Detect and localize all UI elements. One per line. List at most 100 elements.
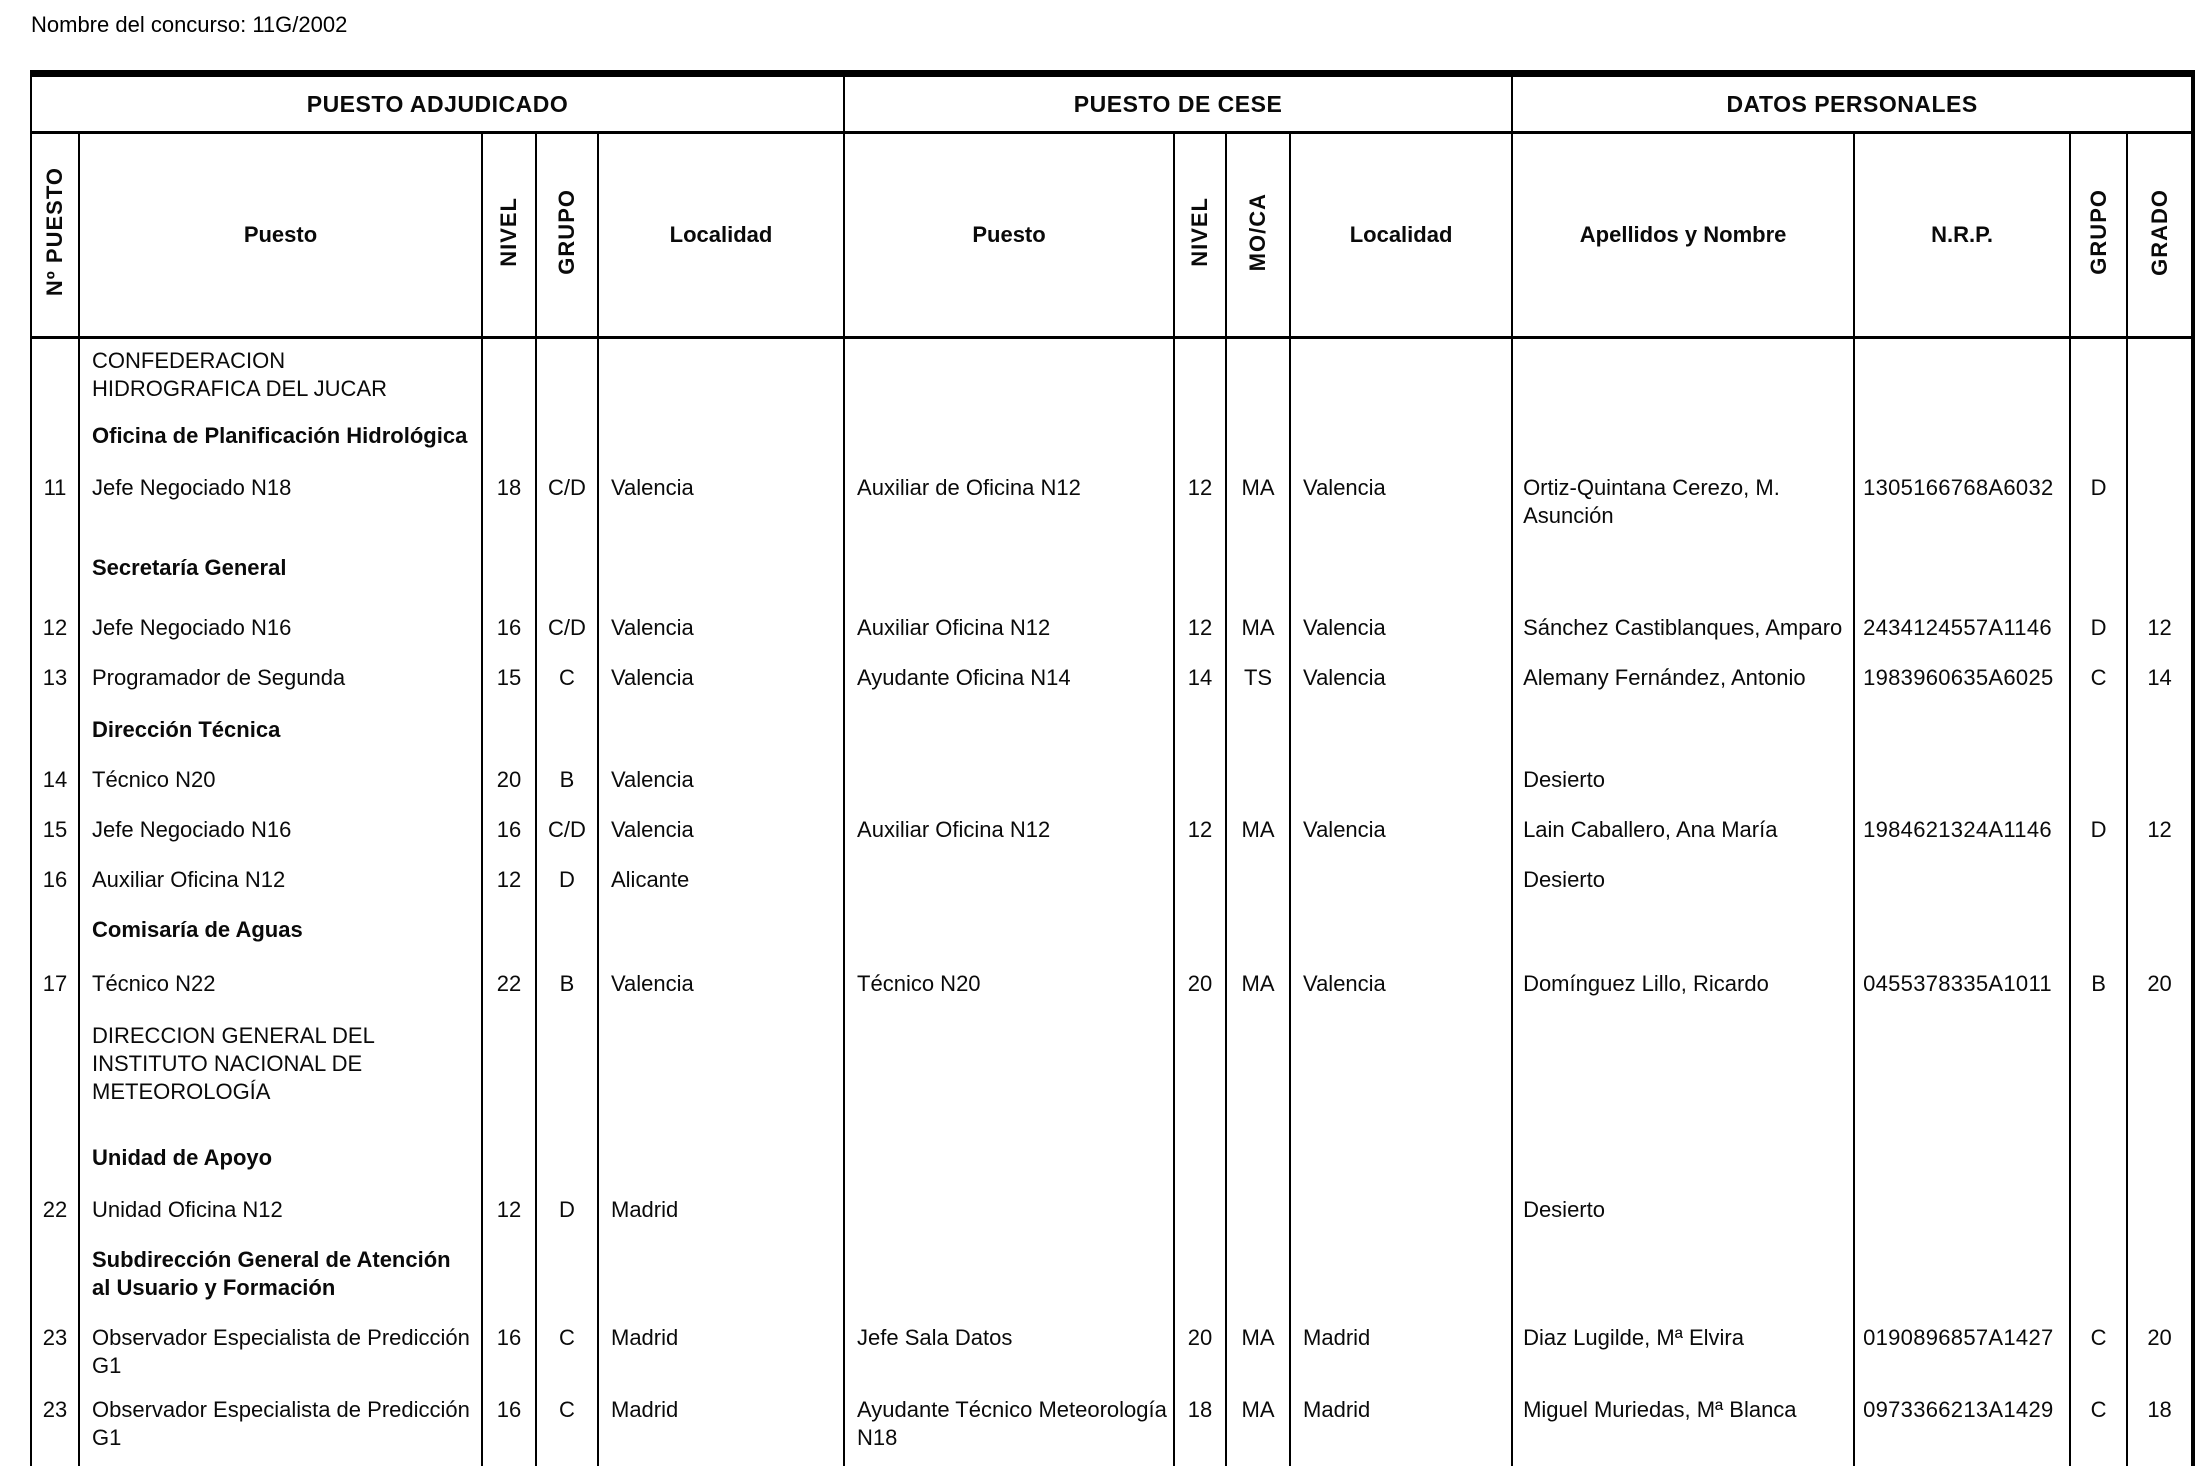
cell-nivel: 12: [482, 1187, 537, 1238]
table-row: 14 Técnico N20 20 B Valencia Desierto: [31, 757, 2195, 808]
cell-cese-localidad: [1290, 757, 1514, 808]
cell-grado: [2127, 1013, 2195, 1136]
table-row: Dirección Técnica: [31, 707, 2195, 758]
cell-nivel: [482, 1135, 537, 1188]
cell-num-puesto: 13: [31, 655, 80, 708]
cell-grupo: C: [536, 1387, 599, 1466]
cell-grado: 20: [2127, 1315, 2195, 1388]
cell-dp-grupo: C: [2070, 655, 2129, 708]
column-header-grado: GRADO: [2127, 132, 2195, 339]
cell-puesto: CONFEDERACION HIDROGRAFICA DEL JUCAR: [79, 337, 483, 414]
cell-grado: [2127, 337, 2195, 414]
cell-puesto: Unidad de Apoyo: [79, 1135, 483, 1188]
cell-grupo: [536, 337, 599, 414]
cell-nrp: [1854, 1187, 2072, 1238]
cell-localidad: [598, 337, 846, 414]
cell-dp-grupo: C: [2070, 1315, 2129, 1388]
cell-cese-puesto: [844, 907, 1176, 962]
cell-num-puesto: 23: [31, 1387, 80, 1466]
cell-cese-nivel: [1174, 545, 1228, 606]
dp-grupo-vertical-label: GRUPO: [2085, 189, 2111, 275]
cell-nombre: [1512, 545, 1856, 606]
cell-nivel: [482, 907, 537, 962]
cell-nombre: Alemany Fernández, Antonio: [1512, 655, 1856, 708]
cell-num-puesto: [31, 1135, 80, 1188]
cell-nrp: [1854, 413, 2072, 466]
cell-grupo: B: [536, 757, 599, 808]
cell-cese-nivel: [1174, 1237, 1228, 1316]
cell-cese-localidad: [1290, 1013, 1514, 1136]
cell-cese-nivel: [1174, 413, 1228, 466]
cell-nivel: 22: [482, 961, 537, 1014]
cell-puesto: Oficina de Planificación Hidrológica: [79, 413, 483, 466]
cell-nombre: Domínguez Lillo, Ricardo: [1512, 961, 1856, 1014]
cell-puesto: DIRECCION GENERAL DEL INSTITUTO NACIONAL…: [79, 1013, 483, 1136]
cell-grado: [2127, 1187, 2195, 1238]
cell-localidad: Madrid: [598, 1387, 846, 1466]
cell-nrp: [1854, 757, 2072, 808]
cell-puesto: Auxiliar Oficina N12: [79, 857, 483, 908]
cell-nombre: Lain Caballero, Ana María: [1512, 807, 1856, 858]
column-header-localidad: Localidad: [598, 132, 846, 339]
cell-grado: [2127, 413, 2195, 466]
cell-num-puesto: 23: [31, 1315, 80, 1388]
cell-nrp: 0973366213A1429: [1854, 1387, 2072, 1466]
cell-grupo: C/D: [536, 605, 599, 656]
cell-cese-puesto: [844, 1135, 1176, 1188]
table-row: CONFEDERACION HIDROGRAFICA DEL JUCAR: [31, 337, 2195, 414]
cell-cese-moca: MA: [1226, 961, 1292, 1014]
cell-puesto: Observador Especialista de Predicción G1: [79, 1315, 483, 1388]
grupo-vertical-label: GRUPO: [554, 189, 579, 275]
cell-cese-localidad: Valencia: [1290, 655, 1514, 708]
cell-localidad: Valencia: [598, 757, 846, 808]
cell-cese-localidad: [1290, 707, 1514, 758]
table-row: Comisaría de Aguas: [31, 907, 2195, 962]
cell-nivel: [482, 1013, 537, 1136]
cell-localidad: [598, 545, 846, 606]
cell-nombre: [1512, 337, 1856, 414]
cell-nrp: [1854, 907, 2072, 962]
cell-localidad: [598, 1237, 846, 1316]
cell-cese-nivel: [1174, 857, 1228, 908]
cell-localidad: [598, 413, 846, 466]
cell-cese-localidad: [1290, 857, 1514, 908]
cell-grado: 20: [2127, 961, 2195, 1014]
cell-cese-puesto: [844, 757, 1176, 808]
cell-nombre: Sánchez Castiblanques, Amparo: [1512, 605, 1856, 656]
cell-cese-puesto: Jefe Sala Datos: [844, 1315, 1176, 1388]
table-row: 23 Observador Especialista de Predicción…: [31, 1387, 2195, 1466]
cell-puesto: Dirección Técnica: [79, 707, 483, 758]
cell-grupo: [536, 1135, 599, 1188]
cell-grupo: [536, 907, 599, 962]
cell-dp-grupo: [2070, 337, 2129, 414]
cell-cese-moca: MA: [1226, 465, 1292, 546]
cell-cese-moca: TS: [1226, 655, 1292, 708]
cell-cese-puesto: [844, 413, 1176, 466]
cell-localidad: Valencia: [598, 465, 846, 546]
group-header-datos-personales: DATOS PERSONALES: [1512, 73, 2195, 134]
group-header-puesto-de-cese: PUESTO DE CESE: [844, 73, 1514, 134]
cell-puesto: Técnico N22: [79, 961, 483, 1014]
cell-cese-puesto: [844, 707, 1176, 758]
cell-cese-localidad: Valencia: [1290, 807, 1514, 858]
table-row: 13 Programador de Segunda 15 C Valencia …: [31, 655, 2195, 708]
cell-grupo: C/D: [536, 465, 599, 546]
cell-grado: [2127, 1237, 2195, 1316]
cell-nombre: Ortiz-Quintana Cerezo, M. Asunción: [1512, 465, 1856, 546]
cell-cese-nivel: [1174, 707, 1228, 758]
cell-dp-grupo: D: [2070, 465, 2129, 546]
cell-localidad: Valencia: [598, 605, 846, 656]
cell-puesto: Jefe Negociado N18: [79, 465, 483, 546]
cell-dp-grupo: [2070, 1013, 2129, 1136]
cell-num-puesto: 14: [31, 757, 80, 808]
cell-localidad: [598, 907, 846, 962]
cell-nrp: [1854, 1237, 2072, 1316]
cell-grupo: B: [536, 961, 599, 1014]
cell-nrp: 0190896857A1427: [1854, 1315, 2072, 1388]
group-header-puesto-adjudicado: PUESTO ADJUDICADO: [31, 73, 846, 134]
cell-cese-puesto: Auxiliar Oficina N12: [844, 605, 1176, 656]
cell-cese-moca: MA: [1226, 807, 1292, 858]
cell-nivel: [482, 413, 537, 466]
cell-localidad: Valencia: [598, 655, 846, 708]
